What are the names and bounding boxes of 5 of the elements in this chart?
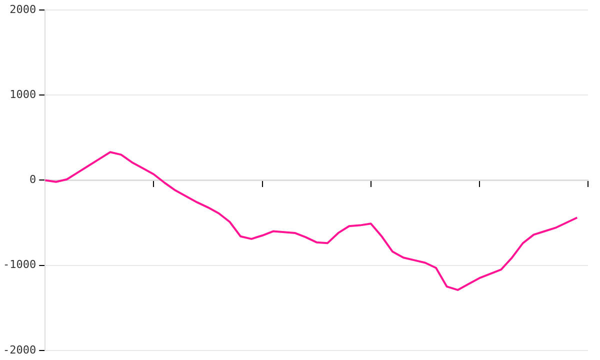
- y-tick-label: -1000: [2, 258, 36, 272]
- y-tick-label: 1000: [10, 88, 36, 101]
- y-tick-label: 0: [29, 173, 36, 186]
- y-tick-label: 2000: [10, 2, 36, 16]
- y-tick-label: -2000: [2, 343, 36, 356]
